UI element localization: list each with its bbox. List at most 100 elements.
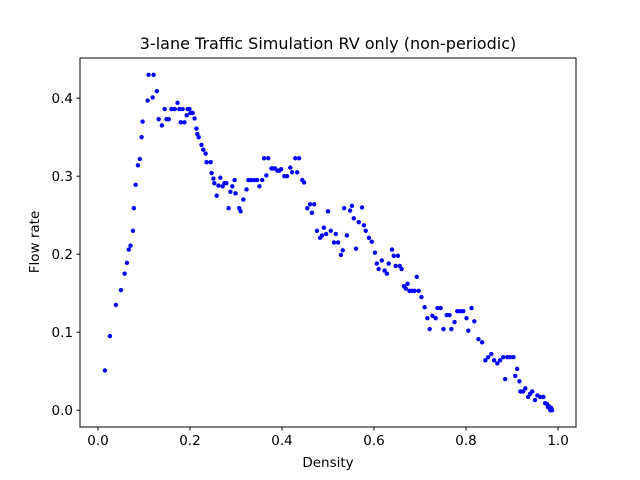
point xyxy=(430,313,435,319)
point xyxy=(244,187,249,192)
plot-area xyxy=(102,72,555,413)
point xyxy=(208,159,213,165)
point xyxy=(511,354,516,360)
point xyxy=(102,368,108,373)
point xyxy=(363,228,368,233)
point xyxy=(427,326,432,332)
point xyxy=(412,288,417,294)
point xyxy=(489,351,494,357)
point xyxy=(139,134,144,140)
point xyxy=(449,326,454,332)
point xyxy=(419,294,424,300)
point xyxy=(133,182,138,187)
point xyxy=(294,170,300,175)
x-tick-label: 0.0 xyxy=(87,433,108,449)
point xyxy=(301,180,307,185)
point xyxy=(514,366,520,372)
point xyxy=(461,308,466,314)
point xyxy=(353,246,359,251)
x-tick-label: 0.6 xyxy=(363,433,384,449)
point xyxy=(491,358,497,363)
point xyxy=(393,263,398,269)
point xyxy=(204,159,209,165)
point xyxy=(216,183,221,188)
point xyxy=(405,281,410,287)
point xyxy=(128,243,133,248)
y-tick-label: 0.3 xyxy=(52,169,73,185)
point xyxy=(307,202,313,207)
point xyxy=(113,302,119,308)
point xyxy=(194,126,199,131)
point xyxy=(226,205,231,211)
chart-title: 3-lane Traffic Simulation RV only (non-p… xyxy=(140,34,516,53)
point xyxy=(479,340,485,345)
point xyxy=(422,305,427,310)
point xyxy=(151,72,156,77)
point xyxy=(376,266,381,272)
point xyxy=(325,209,331,214)
point xyxy=(172,106,177,112)
point xyxy=(201,147,206,152)
point xyxy=(414,274,420,280)
point xyxy=(146,72,151,77)
y-tick-label: 0.4 xyxy=(52,91,73,107)
point xyxy=(537,394,543,400)
point xyxy=(323,231,329,237)
point xyxy=(137,156,143,162)
point xyxy=(135,163,141,168)
x-tick-label: 1.0 xyxy=(547,433,568,449)
point xyxy=(433,315,438,321)
point xyxy=(187,106,192,112)
point xyxy=(438,305,443,311)
point xyxy=(175,100,180,106)
point xyxy=(211,176,216,181)
point xyxy=(289,170,295,175)
point xyxy=(416,288,421,294)
point xyxy=(130,228,136,233)
point xyxy=(305,205,310,211)
y-tick-label: 0.2 xyxy=(52,247,73,263)
point xyxy=(233,191,238,196)
point xyxy=(472,319,477,324)
point xyxy=(447,312,452,318)
point xyxy=(520,389,526,394)
y-tick-label: 0.1 xyxy=(52,325,73,341)
point xyxy=(495,361,500,366)
point xyxy=(260,177,265,183)
point xyxy=(372,250,378,255)
point xyxy=(497,358,503,363)
point xyxy=(359,205,365,210)
point xyxy=(107,333,113,339)
point xyxy=(224,181,229,186)
point xyxy=(321,225,327,230)
point xyxy=(265,156,271,161)
point xyxy=(331,240,337,245)
point xyxy=(196,134,201,140)
point xyxy=(452,319,457,325)
point xyxy=(212,181,217,186)
point xyxy=(264,173,269,178)
point xyxy=(126,247,131,252)
point xyxy=(386,261,391,266)
point xyxy=(296,156,302,161)
x-axis-label: Density xyxy=(302,455,353,471)
point xyxy=(344,233,350,238)
point xyxy=(532,397,538,403)
point xyxy=(469,305,474,311)
point xyxy=(156,117,161,122)
point xyxy=(435,305,440,311)
point xyxy=(124,260,130,265)
point xyxy=(122,271,127,276)
point xyxy=(485,354,491,360)
point xyxy=(379,258,385,263)
point xyxy=(192,116,197,121)
point xyxy=(150,95,155,100)
point xyxy=(395,253,401,258)
point xyxy=(338,252,344,258)
point xyxy=(162,106,167,112)
point xyxy=(517,379,522,384)
point xyxy=(349,203,355,209)
point xyxy=(389,247,395,252)
point xyxy=(523,386,528,391)
point xyxy=(314,228,320,233)
